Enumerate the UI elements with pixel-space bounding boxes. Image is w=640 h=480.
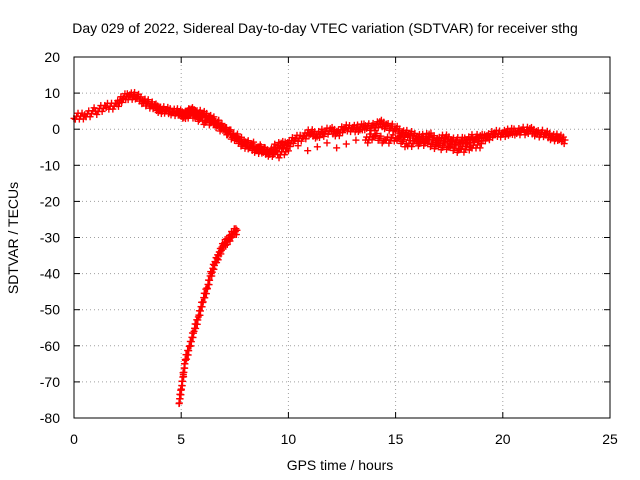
data-point (196, 106, 204, 114)
y-tick-label: 20 (44, 49, 60, 65)
y-tick-label: -60 (40, 338, 60, 354)
data-point (477, 140, 485, 148)
data-point (412, 134, 420, 142)
x-tick-label: 25 (602, 431, 618, 447)
data-point (137, 93, 145, 101)
data-point (304, 147, 312, 155)
data-point (476, 144, 484, 152)
data-point (388, 120, 396, 128)
data-point (553, 130, 561, 138)
series-descending-branch (175, 225, 241, 408)
data-point (342, 140, 350, 148)
data-point (418, 135, 426, 143)
x-tick-label: 5 (177, 431, 185, 447)
data-point (373, 130, 381, 138)
x-tick-label: 0 (70, 431, 78, 447)
data-point (271, 140, 279, 148)
data-point (441, 139, 449, 147)
data-point (238, 133, 245, 141)
data-point (425, 136, 433, 144)
series-secondary-trace (181, 105, 485, 162)
data-point (369, 119, 377, 127)
data-point (396, 132, 404, 140)
data-point (515, 124, 523, 132)
data-point (560, 140, 568, 148)
y-tick-label: -40 (40, 266, 60, 282)
axis-ticks: 0 5 10 15 20 25 20 10 0 -10 -20 -30 -40 -50 -60 -70 -80 (40, 49, 618, 447)
chart-title: Day 029 of 2022, Sidereal Day-to-day VTE… (72, 20, 578, 36)
data-point (538, 126, 546, 134)
data-point (227, 126, 235, 134)
data-point (215, 120, 223, 128)
data-point (429, 138, 437, 146)
data-point (198, 112, 206, 120)
x-tick-label: 15 (388, 431, 404, 447)
data-point (333, 127, 341, 135)
x-tick-label: 20 (495, 431, 511, 447)
data-point (318, 125, 326, 133)
data-point (225, 128, 233, 136)
data-point (403, 126, 411, 134)
data-point (377, 132, 385, 140)
y-tick-label: -70 (40, 374, 60, 390)
y-tick-label: -30 (40, 230, 60, 246)
y-tick-label: -20 (40, 193, 60, 209)
y-axis-label: SDTVAR / TECUs (5, 182, 21, 294)
x-tick-label: 10 (281, 431, 297, 447)
data-point (284, 147, 292, 155)
y-tick-label: -50 (40, 302, 60, 318)
data-point (193, 110, 201, 118)
data-point (448, 140, 456, 148)
data-point (352, 136, 360, 144)
data-point (452, 142, 460, 150)
y-tick-label: 0 (52, 121, 60, 137)
y-tick-label: -80 (40, 410, 60, 426)
data-point (232, 225, 240, 233)
y-tick-label: -10 (40, 157, 60, 173)
y-tick-label: 10 (44, 85, 60, 101)
data-point (250, 138, 258, 146)
data-point (333, 144, 341, 152)
data-point (144, 96, 152, 104)
data-point (204, 114, 212, 122)
data-point (118, 98, 126, 106)
x-axis-label: GPS time / hours (287, 457, 394, 473)
data-point (323, 139, 331, 147)
series-main-trace (70, 88, 569, 160)
data-point (210, 113, 218, 121)
data-point (272, 146, 280, 154)
data-point (211, 117, 219, 125)
data-point (233, 226, 241, 234)
data-point (561, 136, 569, 144)
data-point (244, 137, 252, 145)
data-point (294, 142, 302, 150)
data-point (114, 102, 122, 110)
data-point (396, 125, 404, 133)
data-point (256, 141, 264, 149)
data-point (221, 124, 229, 132)
data-points (70, 88, 569, 408)
data-point (220, 125, 228, 133)
data-point (400, 136, 408, 144)
data-point (313, 143, 321, 151)
data-point (90, 104, 98, 112)
data-point (233, 130, 241, 138)
data-point (131, 88, 139, 96)
